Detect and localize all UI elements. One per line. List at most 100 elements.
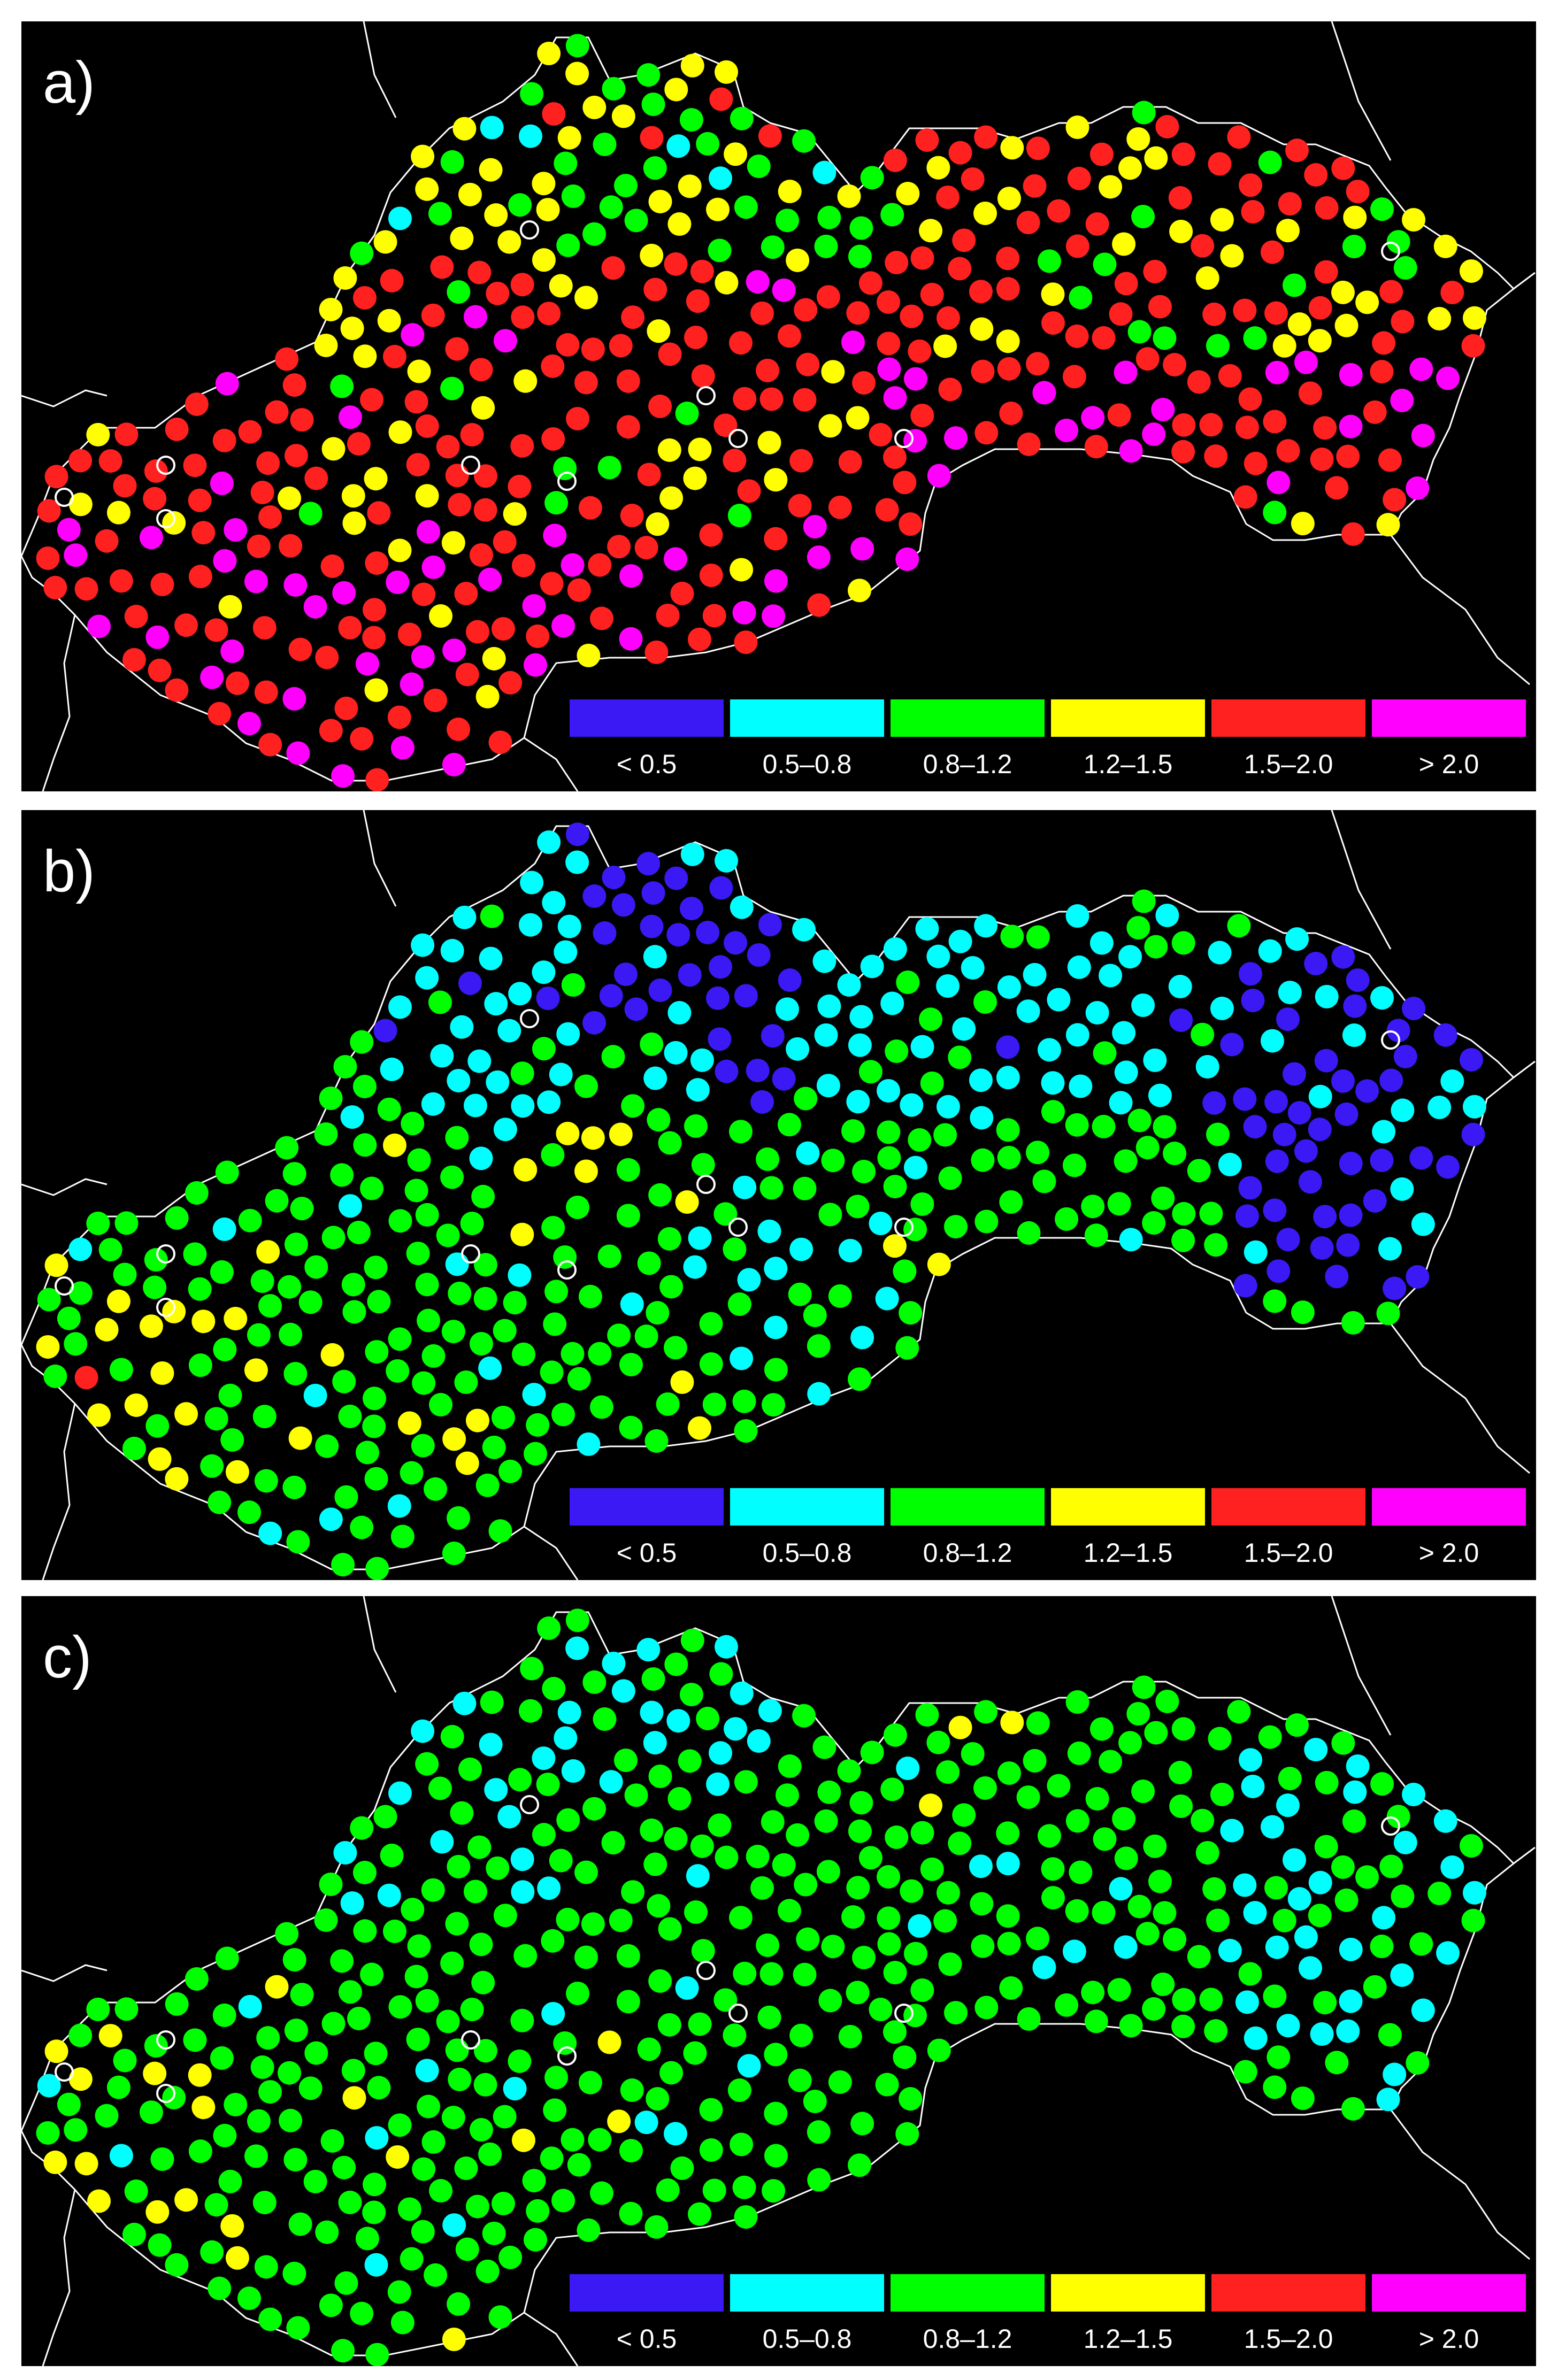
station-marker	[486, 1070, 510, 1094]
station-marker	[838, 2024, 862, 2048]
station-marker	[688, 2012, 712, 2036]
station-marker	[1191, 234, 1215, 258]
station-marker	[616, 1158, 640, 1182]
station-marker	[87, 1403, 111, 1427]
legend-swatch	[570, 1488, 724, 1526]
station-marker	[1383, 2062, 1407, 2086]
station-marker	[1112, 1807, 1136, 1831]
station-marker	[1272, 1122, 1296, 1146]
station-marker	[750, 1876, 774, 1900]
station-marker	[613, 1749, 638, 1773]
station-marker	[764, 2144, 788, 2168]
station-marker	[948, 1715, 972, 1739]
station-marker	[903, 367, 927, 391]
station-marker	[445, 337, 469, 361]
station-marker	[883, 1175, 907, 1199]
station-marker	[582, 884, 607, 908]
station-marker	[473, 2039, 497, 2063]
station-marker	[750, 1090, 774, 1114]
station-marker	[640, 126, 664, 150]
station-marker	[883, 148, 907, 172]
station-marker	[1310, 448, 1334, 472]
station-marker	[1119, 1228, 1143, 1252]
station-marker	[536, 1773, 560, 1797]
station-marker	[258, 1521, 282, 1545]
legend-label: 0.8–1.2	[923, 1538, 1012, 1568]
legend-item: 0.8–1.2	[891, 699, 1045, 780]
station-marker	[708, 1741, 732, 1765]
station-marker	[139, 526, 163, 550]
station-marker	[556, 1022, 580, 1046]
station-marker	[463, 305, 487, 329]
station-marker	[910, 403, 934, 427]
station-marker	[279, 1322, 303, 1346]
station-marker	[488, 1519, 512, 1543]
station-marker	[869, 423, 893, 447]
station-marker	[577, 1432, 601, 1456]
legend-item: 0.5–0.8	[730, 1488, 884, 1568]
station-marker	[1132, 889, 1156, 913]
station-marker	[441, 2106, 465, 2130]
station-marker	[428, 990, 452, 1014]
station-marker	[1204, 1233, 1228, 1257]
station-marker	[715, 271, 739, 295]
legend-label: < 0.5	[616, 2324, 677, 2354]
station-marker	[789, 449, 813, 473]
station-marker	[497, 1019, 521, 1043]
station-marker	[900, 1093, 924, 1117]
map-c	[21, 1596, 1536, 2366]
station-marker	[943, 1215, 968, 1239]
station-marker	[915, 917, 939, 941]
station-marker	[1314, 1049, 1338, 1073]
station-marker	[699, 2098, 723, 2122]
map-panel-a: a) < 0.5 0.5–0.8 0.8–1.2 1.2–1.5 1.5–2.0…	[21, 21, 1536, 791]
station-marker	[1085, 212, 1109, 236]
station-marker	[540, 572, 564, 596]
station-marker	[1220, 244, 1244, 268]
station-marker	[1126, 915, 1150, 939]
station-marker	[148, 658, 172, 682]
station-marker	[1336, 444, 1360, 468]
station-marker	[86, 1211, 110, 1235]
station-marker	[430, 1044, 454, 1068]
station-marker	[1206, 1908, 1230, 1932]
station-marker	[283, 2148, 308, 2172]
station-marker	[675, 402, 699, 426]
station-marker	[607, 2109, 631, 2133]
station-marker	[314, 1122, 338, 1146]
station-marker	[98, 449, 122, 473]
station-marker	[1168, 975, 1192, 999]
station-marker	[1233, 2060, 1257, 2084]
station-marker	[973, 201, 997, 225]
station-marker	[877, 1932, 901, 1956]
station-marker	[1276, 219, 1300, 243]
station-marker	[1258, 1725, 1282, 1749]
station-marker	[1210, 1782, 1234, 1806]
station-marker	[948, 929, 972, 953]
station-marker	[473, 1253, 497, 1277]
station-marker	[36, 546, 60, 570]
station-marker	[1331, 1855, 1355, 1879]
station-marker	[974, 914, 998, 938]
station-marker	[518, 913, 542, 937]
station-marker	[1339, 414, 1363, 438]
station-marker	[1342, 235, 1366, 259]
station-marker	[510, 1847, 534, 1871]
station-marker	[342, 511, 366, 535]
station-marker	[1291, 2086, 1315, 2111]
station-marker	[556, 1808, 580, 1832]
station-marker	[1081, 1195, 1105, 1219]
station-marker	[1291, 1300, 1315, 1324]
station-marker	[377, 309, 401, 333]
station-marker	[611, 1679, 635, 1703]
station-marker	[544, 1280, 569, 1304]
legend-c: < 0.5 0.5–0.8 0.8–1.2 1.2–1.5 1.5–2.0 > …	[570, 2274, 1527, 2354]
station-marker	[936, 185, 960, 209]
station-marker	[1461, 334, 1485, 358]
station-marker	[997, 975, 1021, 999]
station-marker	[480, 115, 504, 140]
station-marker	[165, 1206, 189, 1230]
station-marker	[758, 1699, 782, 1723]
station-marker	[896, 182, 920, 206]
station-marker	[788, 2068, 812, 2092]
